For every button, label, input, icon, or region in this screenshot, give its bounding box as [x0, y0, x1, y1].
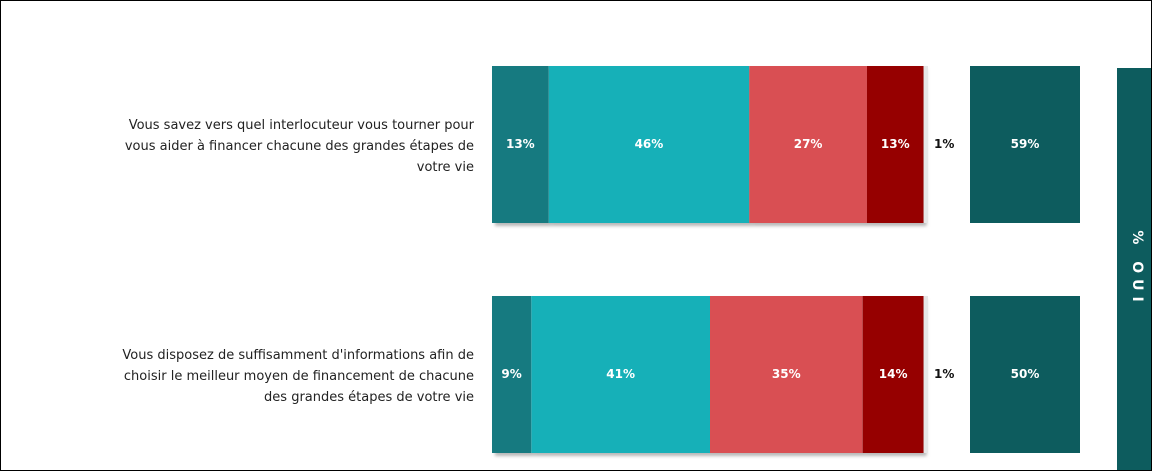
bar-segment	[531, 296, 710, 453]
category-label: Vous disposez de suffisamment d'informat…	[122, 348, 474, 405]
bar-segment	[749, 66, 867, 223]
oui-box	[970, 66, 1080, 223]
oui-header-label: % OUI	[1129, 230, 1145, 307]
value-label: 35%	[772, 367, 801, 381]
bar-segment	[923, 66, 928, 223]
value-label: 14%	[879, 367, 908, 381]
value-label: 13%	[506, 137, 535, 151]
value-label: 1%	[934, 137, 954, 151]
category-label: Vous savez vers quel interlocuteur vous …	[124, 118, 474, 175]
bar-group	[492, 296, 924, 453]
oui-box	[970, 296, 1080, 453]
value-label: 9%	[501, 367, 521, 381]
oui-value-label: 50%	[1011, 367, 1040, 381]
bar-segment	[923, 296, 928, 453]
bar-segment	[492, 66, 549, 223]
bar-segment	[862, 296, 924, 453]
bar-segment	[492, 296, 532, 453]
value-label: 13%	[881, 137, 910, 151]
oui-value-label: 59%	[1011, 137, 1040, 151]
value-label: 46%	[635, 137, 664, 151]
bar-segment	[548, 66, 750, 223]
value-label: 1%	[934, 367, 954, 381]
bar-segment	[710, 296, 863, 453]
value-label: 41%	[606, 367, 635, 381]
value-label: 27%	[794, 137, 823, 151]
bar-group	[492, 66, 924, 223]
bar-segment	[866, 66, 924, 223]
oui-header	[1117, 68, 1151, 470]
